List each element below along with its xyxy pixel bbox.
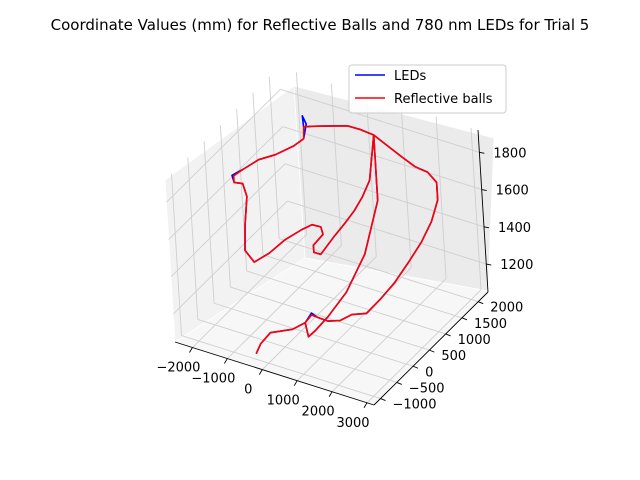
x-tick-mark (223, 358, 228, 364)
z-tick-label: 1800 (493, 146, 526, 161)
x-grid-floor (227, 245, 342, 359)
x-tick-label: 2000 (302, 405, 335, 420)
z-grid-back (284, 163, 485, 228)
z-grid-back (282, 126, 482, 191)
y-tick-label: 0 (425, 365, 433, 380)
grid-lines (166, 72, 487, 404)
y-tick-mark (478, 301, 484, 305)
x-tick-mark (258, 369, 263, 375)
tick-labels: −2000−10000100020003000−1000−50005001000… (156, 146, 533, 430)
x-grid-floor (366, 289, 482, 404)
z-grid-left (166, 89, 281, 203)
y-grid-left (219, 125, 231, 288)
y-grid-floor (230, 286, 430, 351)
x-tick-mark (328, 391, 333, 397)
y-tick-mark (396, 381, 402, 385)
series-lines (231, 115, 439, 355)
axes (174, 129, 492, 409)
x-tick-label: 0 (244, 383, 252, 398)
y-tick-label: 2000 (490, 301, 523, 316)
y-grid-left (252, 92, 264, 255)
z-tick-label: 1600 (496, 184, 529, 199)
x-axis-line (174, 341, 375, 406)
y-grid-left (187, 157, 199, 320)
y-grid-left (171, 173, 182, 336)
back-pane (293, 85, 495, 292)
x-grid-back (435, 116, 447, 279)
z-grid-left (170, 163, 286, 278)
y-axis-line (373, 291, 489, 406)
z-grid-left (172, 200, 288, 315)
z-axis-line (477, 129, 489, 293)
x-grid-back (470, 127, 482, 290)
y-tick-label: 500 (441, 349, 466, 364)
legend: LEDs Reflective balls (348, 64, 507, 114)
z-grid-back (280, 88, 480, 153)
x-grid-back (400, 105, 412, 268)
x-grid-back (365, 94, 377, 257)
y-tick-mark (412, 365, 419, 369)
y-tick-label: −500 (409, 381, 445, 396)
x-grid-back (330, 83, 342, 246)
z-tick-mark (486, 263, 492, 266)
x-tick-mark (293, 380, 298, 386)
chart-title: Coordinate Values (mm) for Reflective Ba… (51, 16, 590, 34)
z-tick-label: 1400 (498, 221, 531, 236)
z-tick-label: 1200 (500, 258, 533, 273)
legend-label-leds: LEDs (394, 69, 426, 84)
y-grid-floor (262, 254, 463, 319)
y-tick-label: 1000 (458, 333, 491, 348)
y-tick-label: −1000 (393, 398, 437, 413)
x-grid-floor (331, 278, 447, 393)
z-grid-left (168, 126, 283, 240)
series-line-reflective-balls (232, 125, 439, 355)
y-grid-floor (213, 302, 414, 367)
x-grid-floor (192, 234, 307, 348)
x-tick-mark (363, 402, 368, 409)
x-tick-label: 1000 (267, 394, 300, 409)
z-tick-mark (483, 226, 490, 229)
x-tick-mark (189, 347, 193, 353)
y-tick-mark (461, 317, 468, 321)
y-tick-label: 1500 (474, 317, 507, 332)
z-tick-mark (479, 151, 485, 154)
z-tick-mark (481, 189, 487, 192)
y-grid-floor (181, 335, 381, 399)
legend-box (348, 64, 507, 114)
x-grid-floor (261, 256, 377, 370)
x-tick-label: −1000 (191, 372, 235, 387)
y-tick-mark (445, 333, 451, 337)
y-tick-mark (429, 349, 435, 353)
y-grid-floor (279, 238, 479, 303)
x-tick-label: −2000 (156, 361, 200, 376)
y-tick-mark (380, 398, 386, 401)
legend-label-reflective-balls: Reflective balls (394, 92, 493, 107)
y-grid-left (203, 141, 215, 304)
y-grid-left (268, 76, 280, 239)
y-grid-floor (197, 318, 397, 383)
x-tick-label: 3000 (336, 416, 369, 431)
z-grid-back (287, 200, 487, 265)
y-grid-floor (246, 270, 446, 335)
x-grid-back (296, 72, 307, 235)
